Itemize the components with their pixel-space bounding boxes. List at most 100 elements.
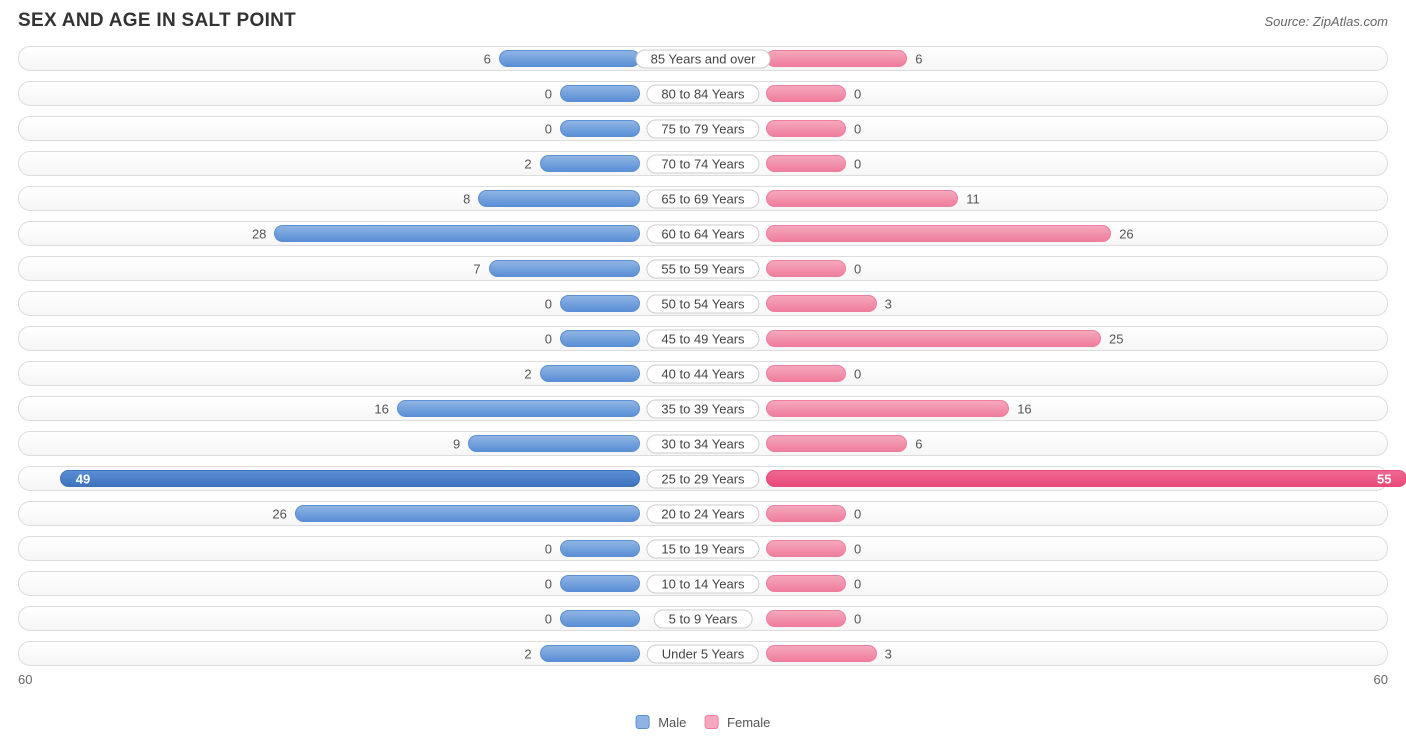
male-value: 7 (473, 261, 480, 276)
male-bar (540, 365, 640, 382)
age-row: 0 25 45 to 49 Years (18, 326, 1388, 351)
axis-right-label: 60 (1374, 672, 1388, 687)
female-bar (766, 610, 846, 627)
age-label: 25 to 29 Years (646, 469, 759, 488)
female-value: 26 (1119, 226, 1133, 241)
male-bar (560, 540, 640, 557)
male-value: 0 (545, 331, 552, 346)
age-row: 7 0 55 to 59 Years (18, 256, 1388, 281)
age-label: 15 to 19 Years (646, 539, 759, 558)
age-row: 0 0 5 to 9 Years (18, 606, 1388, 631)
male-bar (540, 155, 640, 172)
age-label: 65 to 69 Years (646, 189, 759, 208)
age-row: 23Under 5 Years (18, 641, 1388, 666)
female-value: 6 (915, 51, 922, 66)
age-row: 81165 to 69 Years (18, 186, 1388, 211)
female-bar (766, 295, 877, 312)
female-value: 3 (885, 646, 892, 661)
chart-title: SEX AND AGE IN SALT POINT (18, 10, 296, 32)
chart-header: SEX AND AGE IN SALT POINT Source: ZipAtl… (0, 0, 1406, 46)
male-bar (560, 610, 640, 627)
age-row: 495525 to 29 Years (18, 466, 1388, 491)
axis-left-label: 60 (18, 672, 32, 687)
age-row: 0350 to 54 Years (18, 291, 1388, 316)
age-row: 16 16 35 to 39 Years (18, 396, 1388, 421)
male-value: 16 (374, 401, 388, 416)
age-label: 80 to 84 Years (646, 84, 759, 103)
male-bar (540, 645, 640, 662)
age-label: 35 to 39 Years (646, 399, 759, 418)
female-bar (766, 400, 1009, 417)
legend-female: Female (704, 715, 770, 730)
age-label: 55 to 59 Years (646, 259, 759, 278)
age-row: 26020 to 24 Years (18, 501, 1388, 526)
female-value: 11 (966, 191, 980, 206)
age-label: 40 to 44 Years (646, 364, 759, 383)
female-value: 3 (885, 296, 892, 311)
male-value: 6 (484, 51, 491, 66)
male-value: 0 (545, 541, 552, 556)
age-row: 9 6 30 to 34 Years (18, 431, 1388, 456)
age-row: 0080 to 84 Years (18, 81, 1388, 106)
age-label: 85 Years and over (636, 49, 771, 68)
male-value: 9 (453, 436, 460, 451)
chart-source: Source: ZipAtlas.com (1264, 14, 1388, 29)
female-bar (766, 645, 877, 662)
female-value: 0 (854, 366, 861, 381)
female-bar (766, 260, 846, 277)
male-bar (478, 190, 640, 207)
female-bar (766, 540, 846, 557)
female-bar (766, 155, 846, 172)
male-swatch-icon (636, 715, 650, 729)
male-value: 28 (252, 226, 266, 241)
age-row: 0015 to 19 Years (18, 536, 1388, 561)
female-bar (766, 330, 1101, 347)
male-bar (60, 470, 640, 487)
male-value: 49 (76, 471, 90, 486)
male-bar (295, 505, 640, 522)
male-bar (489, 260, 640, 277)
age-label: 70 to 74 Years (646, 154, 759, 173)
male-bar (274, 225, 640, 242)
female-bar (766, 505, 846, 522)
female-value: 0 (854, 611, 861, 626)
male-bar (560, 120, 640, 137)
male-value: 2 (524, 646, 531, 661)
male-bar (560, 330, 640, 347)
age-label: 50 to 54 Years (646, 294, 759, 313)
female-swatch-icon (704, 715, 718, 729)
female-value: 0 (854, 121, 861, 136)
age-label: 75 to 79 Years (646, 119, 759, 138)
female-bar (766, 85, 846, 102)
legend: Male Female (636, 715, 771, 730)
male-bar (499, 50, 640, 67)
male-value: 0 (545, 86, 552, 101)
male-value: 2 (524, 366, 531, 381)
female-bar (766, 225, 1111, 242)
age-row: 6 6 85 Years and over (18, 46, 1388, 71)
female-value: 25 (1109, 331, 1123, 346)
age-row: 2070 to 74 Years (18, 151, 1388, 176)
male-bar (560, 295, 640, 312)
male-bar (560, 85, 640, 102)
female-bar (766, 120, 846, 137)
age-label: 60 to 64 Years (646, 224, 759, 243)
male-value: 0 (545, 576, 552, 591)
female-value: 0 (854, 261, 861, 276)
legend-male-label: Male (658, 715, 686, 730)
female-value: 0 (854, 156, 861, 171)
age-label: 45 to 49 Years (646, 329, 759, 348)
age-label: 5 to 9 Years (654, 609, 753, 628)
male-bar (560, 575, 640, 592)
female-bar (766, 190, 958, 207)
age-label: 30 to 34 Years (646, 434, 759, 453)
female-value: 0 (854, 506, 861, 521)
male-value: 0 (545, 611, 552, 626)
female-bar (766, 365, 846, 382)
female-bar (766, 470, 1406, 487)
age-row: 2 0 40 to 44 Years (18, 361, 1388, 386)
female-bar (766, 50, 907, 67)
female-value: 16 (1017, 401, 1031, 416)
female-value: 6 (915, 436, 922, 451)
male-value: 0 (545, 121, 552, 136)
